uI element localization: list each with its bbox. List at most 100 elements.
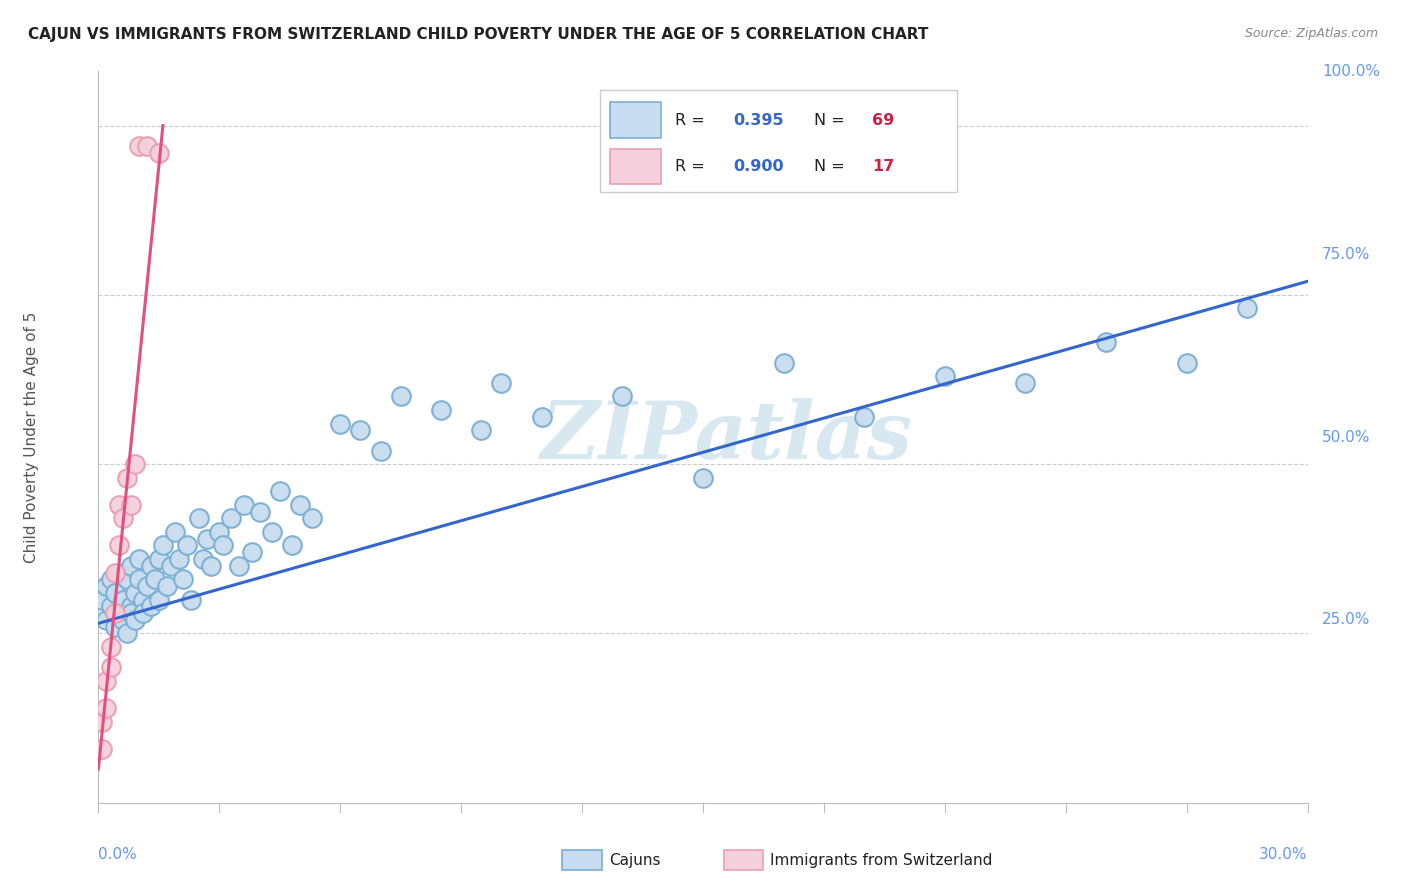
Point [103,586,125,600]
Point [208,524,231,539]
Point [370,443,392,458]
Text: 100.0%: 100.0% [1322,64,1381,78]
Point [148,145,170,160]
Point [200,558,222,573]
Point [100,572,122,586]
Point [430,403,453,417]
Text: ZIPatlas: ZIPatlas [541,399,914,475]
Point [103,620,125,634]
Point [349,423,371,437]
Point [120,558,142,573]
Point [91,714,114,729]
Text: R =: R = [675,159,710,174]
Point [96,613,118,627]
Point [120,599,142,614]
Text: Child Poverty Under the Age of 5: Child Poverty Under the Age of 5 [24,311,39,563]
Point [160,558,183,573]
Point [221,511,243,525]
Point [128,552,150,566]
Point [139,558,162,573]
Point [107,566,129,580]
Text: CAJUN VS IMMIGRANTS FROM SWITZERLAND CHILD POVERTY UNDER THE AGE OF 5 CORRELATIO: CAJUN VS IMMIGRANTS FROM SWITZERLAND CHI… [28,27,928,42]
Point [1236,301,1258,316]
Point [132,592,155,607]
Point [91,741,114,756]
Text: Source: ZipAtlas.com: Source: ZipAtlas.com [1244,27,1378,40]
Point [193,552,215,566]
Point [1014,376,1036,390]
Text: Immigrants from Switzerland: Immigrants from Switzerland [770,854,993,868]
Point [148,592,170,607]
Point [107,538,129,552]
Point [269,484,291,499]
Point [103,566,125,580]
Point [934,369,956,384]
Point [139,599,162,614]
Point [135,579,157,593]
Point [240,545,263,559]
Point [148,552,170,566]
Point [128,572,150,586]
Text: 75.0%: 75.0% [1322,247,1371,261]
Point [124,457,146,471]
Point [301,511,323,525]
Point [120,498,142,512]
Point [1175,355,1198,369]
Point [156,579,179,593]
Point [91,592,114,607]
Point [180,592,202,607]
Text: 0.395: 0.395 [734,113,785,128]
Point [176,538,198,552]
Point [115,572,138,586]
Point [132,606,155,620]
Point [103,606,125,620]
Point [96,673,118,688]
Point [281,538,304,552]
Bar [610,149,661,185]
Point [389,389,412,403]
Point [152,538,174,552]
Point [124,613,146,627]
Point [115,626,138,640]
Text: Cajuns: Cajuns [609,854,661,868]
Text: 50.0%: 50.0% [1322,430,1371,444]
Point [288,498,311,512]
Text: 0.900: 0.900 [734,159,785,174]
Point [163,524,186,539]
Text: 30.0%: 30.0% [1260,847,1308,862]
Point [135,139,157,153]
Point [167,552,190,566]
Point [107,606,129,620]
Point [115,471,138,485]
Point [172,572,194,586]
Text: 17: 17 [872,159,894,174]
Point [96,579,118,593]
Point [188,511,211,525]
Text: 0.0%: 0.0% [98,847,138,862]
Bar [610,103,661,138]
Text: N =: N = [814,159,851,174]
Point [128,139,150,153]
Point [212,538,235,552]
Point [612,389,634,403]
FancyBboxPatch shape [600,90,957,192]
Point [249,505,271,519]
Point [100,599,122,614]
Point [1095,335,1118,350]
Point [100,660,122,674]
Point [143,572,166,586]
Point [124,586,146,600]
Text: R =: R = [675,113,710,128]
Point [491,376,513,390]
Point [329,417,352,431]
Point [772,355,794,369]
Point [853,409,876,424]
Point [120,606,142,620]
Point [195,532,218,546]
Text: 25.0%: 25.0% [1322,613,1371,627]
Point [96,701,118,715]
Point [228,558,250,573]
Point [260,524,283,539]
Point [470,423,492,437]
Point [530,409,553,424]
